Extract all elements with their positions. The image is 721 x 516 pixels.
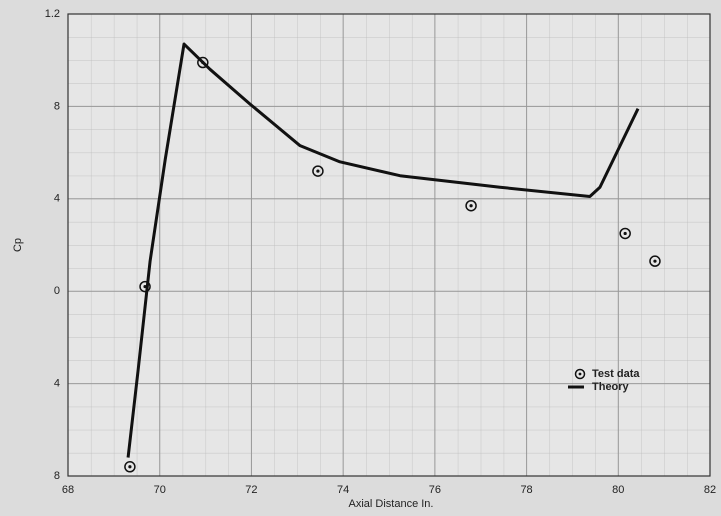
x-tick-label: 70 (154, 484, 166, 496)
test-point (312, 165, 324, 177)
x-tick-label: 74 (337, 484, 349, 496)
x-axis-label: Axial Distance In. (349, 498, 434, 510)
test-point (124, 461, 136, 473)
y-tick-label: 8 (54, 470, 60, 482)
x-tick-label: 78 (520, 484, 532, 496)
test-point (649, 255, 661, 267)
y-tick-label: 4 (54, 193, 60, 205)
x-tick-label: 72 (245, 484, 257, 496)
y-axis-label: Cp (12, 238, 24, 252)
legend-marker (574, 368, 586, 380)
legend-marker (578, 372, 582, 376)
y-tick-label: 1.2 (45, 8, 60, 20)
y-tick-label: 8 (54, 100, 60, 112)
minor-grid (68, 14, 710, 476)
x-tick-label: 76 (429, 484, 441, 496)
x-tick-label: 68 (62, 484, 74, 496)
x-tick-label: 80 (612, 484, 624, 496)
legend-label: Test data (592, 368, 640, 380)
test-point (619, 227, 631, 240)
plot-frame (67, 13, 711, 477)
y-tick-label: 4 (54, 378, 60, 390)
x-tick-label: 82 (704, 484, 716, 496)
y-tick-label: 0 (54, 285, 60, 297)
theory-line (126, 42, 640, 458)
legend-label: Theory (592, 381, 630, 393)
test-point (465, 199, 477, 212)
